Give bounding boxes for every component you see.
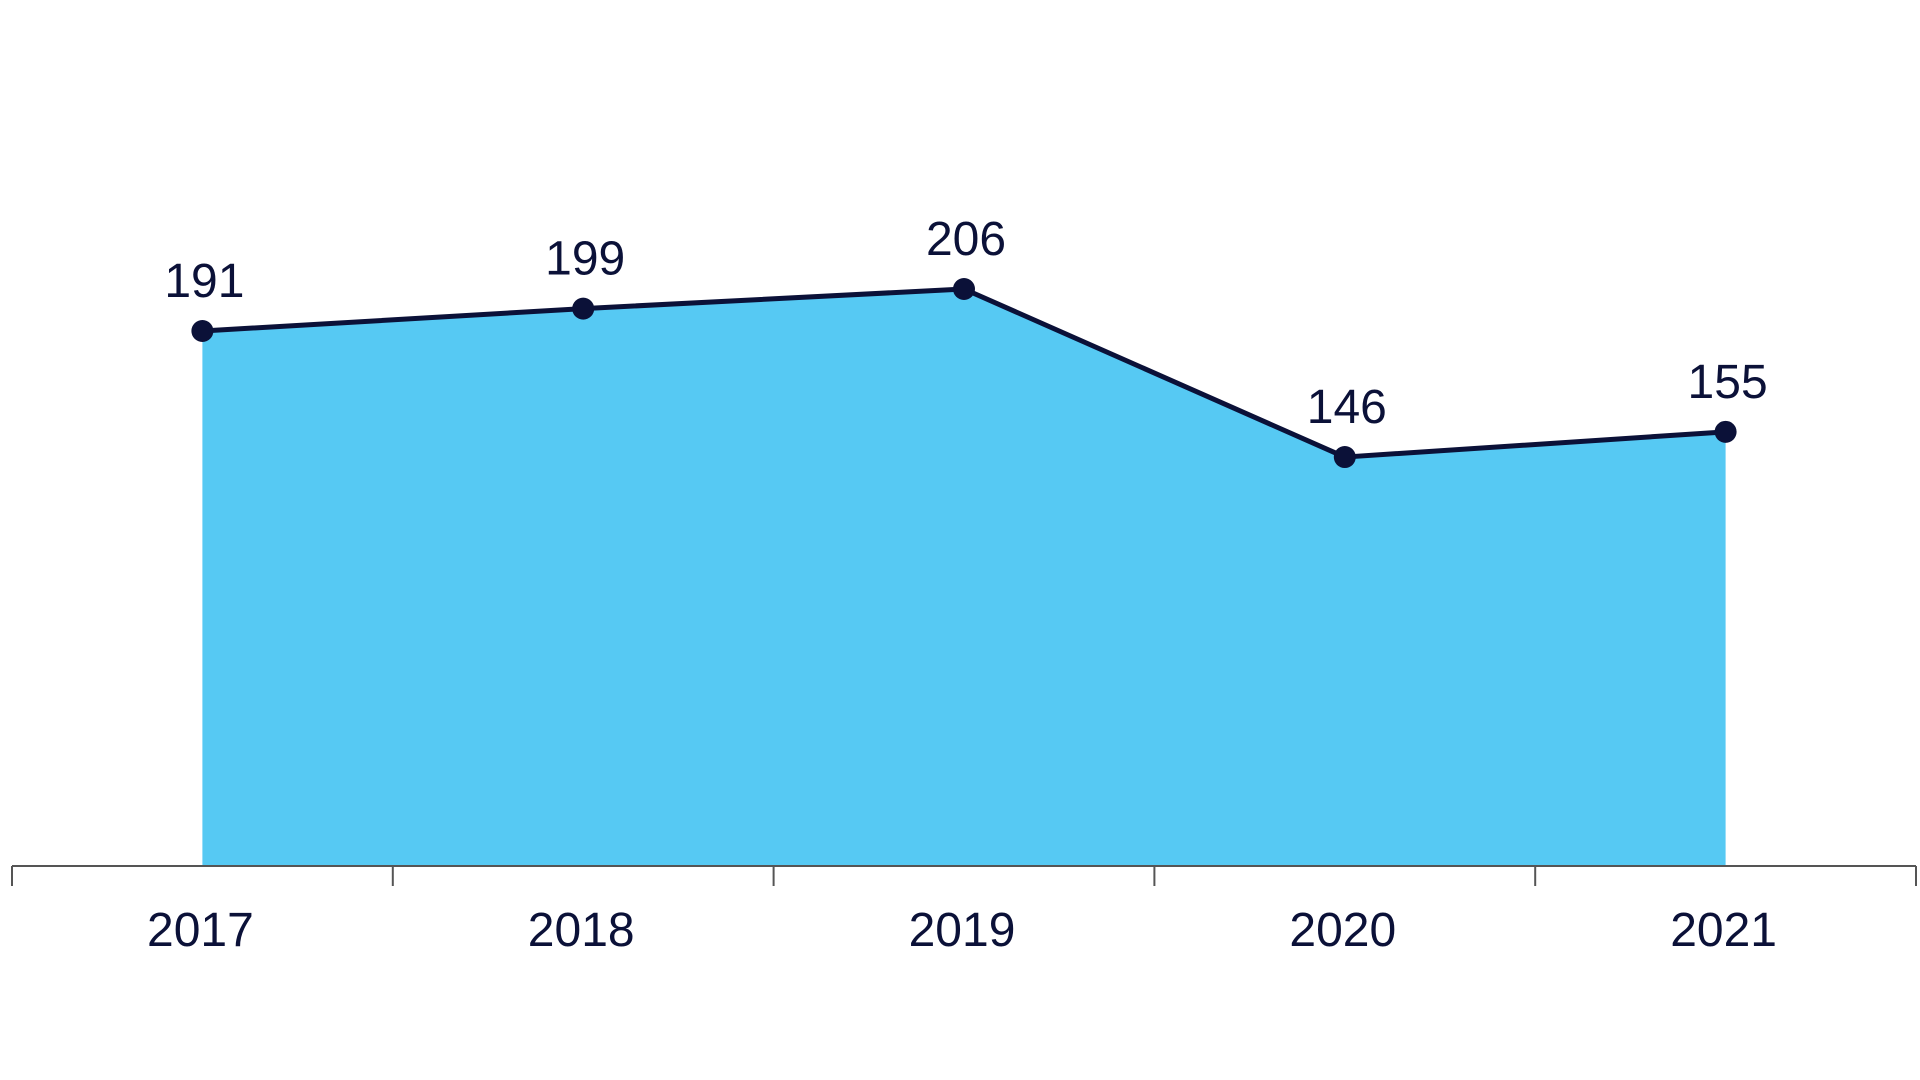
data-label-2017: 191	[164, 255, 244, 308]
data-label-2021: 155	[1688, 356, 1768, 409]
x-tick-label-2017: 2017	[147, 904, 254, 957]
x-tick-label-2020: 2020	[1289, 904, 1396, 957]
x-tick-label-2019: 2019	[909, 904, 1016, 957]
data-point-2018	[572, 297, 595, 320]
data-point-2017	[191, 320, 214, 343]
area-fill	[202, 289, 1726, 866]
data-point-2020	[1333, 446, 1356, 469]
x-axis	[11, 865, 1917, 886]
point-layer	[191, 278, 1737, 469]
data-label-2018: 199	[545, 233, 625, 286]
data-label-2019: 206	[926, 213, 1006, 266]
data-point-2019	[953, 278, 975, 300]
data-point-2021	[1714, 420, 1737, 443]
area-layer	[202, 289, 1726, 866]
data-label-layer: 191 199 206 146 155	[164, 213, 1767, 434]
x-tick-label-2018: 2018	[528, 904, 635, 957]
x-tick-label-2021: 2021	[1670, 904, 1777, 957]
tick-label-layer: 2017 2018 2019 2020 2021	[147, 904, 1777, 957]
data-label-2020: 146	[1307, 381, 1387, 434]
